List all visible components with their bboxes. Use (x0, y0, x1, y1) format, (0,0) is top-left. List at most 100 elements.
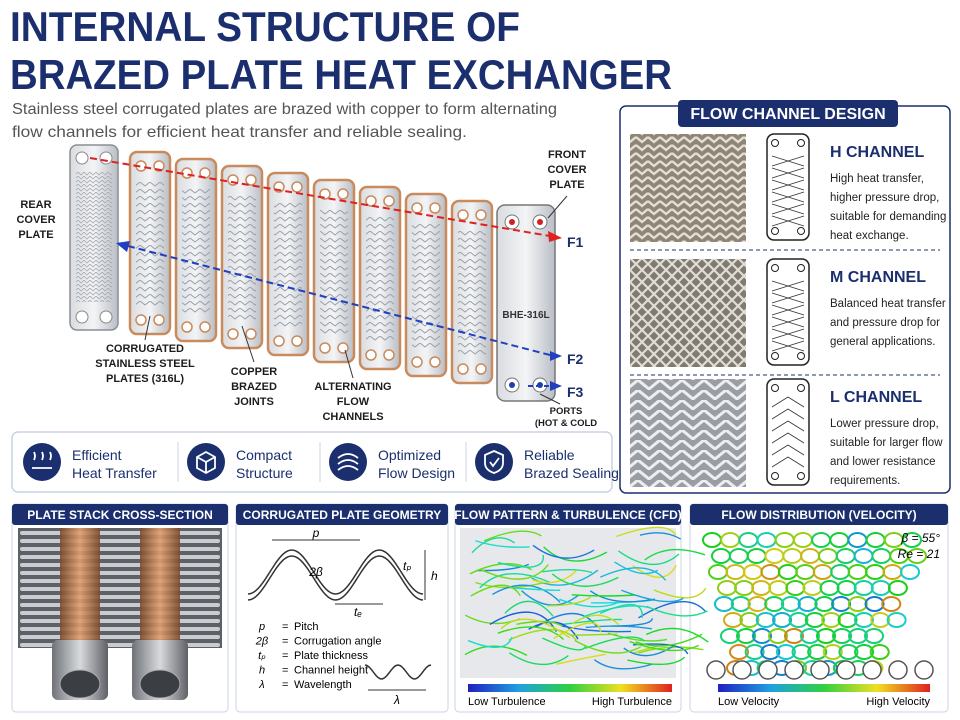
symbol: h (431, 569, 438, 583)
plate-pattern (771, 155, 805, 167)
streamline (585, 625, 652, 630)
velocity-loop (816, 628, 836, 644)
fin (20, 611, 220, 615)
channel-panel-title: FLOW CHANNEL DESIGN (690, 106, 885, 123)
port (153, 314, 165, 326)
velocity-loop (755, 612, 776, 628)
legend-symbol: p (258, 621, 265, 633)
model-label: BHE-316L (502, 310, 549, 321)
channel-description: Lower pressure drop, (830, 418, 939, 430)
port (771, 472, 779, 480)
plate-pattern (771, 179, 805, 191)
plate-texture (274, 201, 302, 327)
plate-pattern (771, 444, 805, 456)
channel-description: suitable for larger flow (830, 437, 943, 449)
port (797, 352, 805, 360)
title: INTERNAL STRUCTURE OF (10, 3, 520, 50)
velocity-loop (768, 628, 788, 644)
port (771, 264, 779, 272)
subtitle: flow channels for efficient heat transfe… (12, 124, 467, 141)
streamline (559, 598, 620, 608)
velocity-loop (788, 612, 809, 628)
plate-outline (766, 133, 810, 241)
port-label: F3 (567, 384, 584, 400)
panel-title: PLATE STACK CROSS-SECTION (27, 508, 213, 522)
symbol: tₚ (403, 559, 411, 573)
port (797, 139, 805, 147)
panel-title: CORRUGATED PLATE GEOMETRY (243, 508, 441, 522)
streamline (561, 625, 632, 633)
streamline (629, 640, 700, 652)
panel-header (455, 504, 681, 525)
feature-label: Brazed Sealing (524, 465, 619, 481)
plate-texture (228, 194, 256, 320)
port (797, 472, 805, 480)
plate-pattern (771, 191, 805, 203)
port (797, 227, 805, 235)
rear-cover-label: PLATE (18, 229, 53, 241)
channels-label: FLOW (337, 396, 370, 408)
port (365, 349, 377, 361)
velocity-loop (814, 596, 835, 612)
feature (475, 443, 513, 481)
leader (241, 325, 255, 363)
feature-label: Optimized (378, 447, 441, 463)
feature-label: Reliable (524, 447, 575, 463)
channel-plate-icon (766, 378, 810, 486)
streamline (593, 659, 653, 670)
scale-label: High Velocity (866, 696, 930, 708)
arrow (116, 241, 130, 252)
fin (20, 619, 220, 623)
streamline (653, 587, 707, 599)
legend-meaning: Plate thickness (294, 650, 368, 662)
port (411, 202, 423, 214)
fin (20, 595, 220, 599)
velocity-loop (886, 612, 907, 628)
velocity-loop (752, 628, 772, 644)
streamline (560, 618, 623, 626)
velocity-loop (797, 596, 818, 612)
plate-pattern (771, 340, 805, 352)
streamline (464, 645, 528, 656)
fin (20, 627, 220, 631)
streamline (632, 565, 677, 579)
channel-description: suitable for demanding (830, 211, 946, 223)
outlet (862, 660, 882, 680)
outlet (732, 660, 752, 680)
streamline (599, 604, 643, 619)
legend-symbol: λ (258, 679, 264, 691)
panel-title: FLOW PATTERN & TURBULENCE (CFD) (454, 508, 682, 522)
port (411, 356, 423, 368)
streamline (532, 544, 595, 559)
feature-glyph (484, 450, 504, 474)
channel-description: higher pressure drop, (830, 192, 939, 204)
feature-label: Heat Transfer (72, 465, 157, 481)
feature-glyph (337, 453, 359, 471)
legend-symbol: h (259, 665, 265, 677)
plate-texture (182, 187, 210, 313)
velocity-loop (821, 612, 842, 628)
pipe-opening (139, 669, 181, 699)
port (291, 335, 303, 347)
streamline (570, 633, 618, 636)
subtitle: Stainless steel corrugated plates are br… (12, 101, 557, 118)
corrugated-plate (404, 192, 448, 378)
port (365, 195, 377, 207)
channels-label: ALTERNATING (314, 381, 391, 393)
port (771, 352, 779, 360)
plate-outline (766, 378, 810, 486)
port (475, 363, 487, 375)
velocity-loop (760, 644, 781, 660)
streamline (489, 611, 557, 632)
port (135, 314, 147, 326)
channel-name: H CHANNEL (830, 144, 924, 161)
legend-eq: = (282, 679, 288, 691)
fin (20, 555, 220, 559)
channel-name: M CHANNEL (830, 269, 926, 286)
streamline (618, 550, 680, 566)
velocity-loop (772, 612, 793, 628)
streamline (521, 590, 579, 606)
velocity-loop (881, 596, 902, 612)
channel-texture (630, 259, 746, 367)
